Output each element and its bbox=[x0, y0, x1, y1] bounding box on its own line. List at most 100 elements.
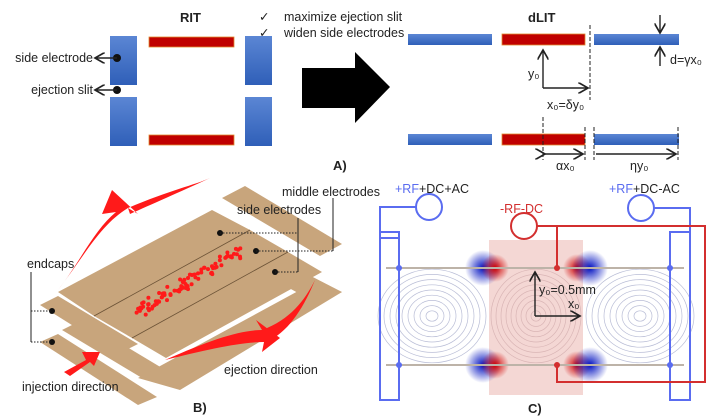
check-icon: ✓ bbox=[259, 10, 269, 24]
rit-middle-electrode-top bbox=[148, 36, 235, 48]
endcap bbox=[40, 334, 157, 405]
ion bbox=[141, 300, 146, 305]
middle-electrode-far bbox=[222, 186, 342, 256]
contour-line bbox=[401, 289, 463, 343]
dlit-side-electrode bbox=[408, 34, 492, 45]
ion bbox=[181, 279, 186, 283]
ion bbox=[232, 251, 236, 256]
dlit-title: dLIT bbox=[528, 10, 555, 25]
ion bbox=[206, 267, 210, 272]
ion bbox=[217, 254, 222, 259]
contour-line bbox=[389, 279, 475, 353]
panel-a: RIT side electrode ejection slit ✓ maxim… bbox=[15, 10, 702, 173]
ion bbox=[162, 291, 167, 296]
dlit-middle-electrode bbox=[501, 33, 586, 46]
wire-right bbox=[654, 207, 691, 401]
injection-direction-label: injection direction bbox=[22, 380, 119, 394]
transform-arrow-icon bbox=[302, 52, 390, 123]
rit-middle-electrode-bottom bbox=[148, 134, 235, 146]
connection-dot bbox=[554, 265, 560, 271]
ion bbox=[172, 288, 177, 293]
ion bbox=[211, 266, 215, 271]
connection-dot bbox=[396, 265, 402, 271]
side-electrode-plate bbox=[58, 210, 250, 316]
panel-c: +RF+DC+AC -RF-DC +RF+DC-AC y₀=0.5mm x₀ C… bbox=[377, 182, 706, 416]
contour-line bbox=[585, 268, 695, 364]
contour-line bbox=[425, 310, 439, 322]
dlit-side-electrode bbox=[594, 134, 679, 145]
ion bbox=[214, 265, 219, 269]
ion bbox=[146, 295, 151, 300]
contour-line bbox=[615, 294, 665, 338]
ion bbox=[177, 289, 181, 294]
side-electrode-label: side electrode bbox=[15, 51, 93, 65]
ion bbox=[193, 275, 198, 280]
check-icon: ✓ bbox=[259, 26, 269, 40]
connection-dot bbox=[396, 362, 402, 368]
ion bbox=[149, 306, 154, 311]
side-electrode-plate bbox=[132, 252, 322, 358]
middle-source-label: -RF-DC bbox=[500, 202, 543, 216]
x0-label: x₀=δy₀ bbox=[547, 98, 584, 112]
ejection-slit-label: ejection slit bbox=[31, 83, 93, 97]
checklist-item: widen side electrodes bbox=[283, 26, 404, 40]
ion bbox=[165, 284, 170, 289]
contour-line bbox=[609, 289, 671, 343]
plate-edge bbox=[131, 251, 289, 339]
ion bbox=[217, 258, 222, 263]
ion bbox=[213, 261, 218, 266]
ion-cloud bbox=[134, 246, 243, 317]
contour-line bbox=[621, 300, 659, 332]
panel-b-label: B) bbox=[193, 400, 207, 415]
rit-side-electrode-left-bottom bbox=[110, 97, 137, 146]
right-voltage-source-icon bbox=[627, 194, 655, 222]
middle-electrodes-label: middle electrodes bbox=[282, 185, 380, 199]
ejection-direction-label: ejection direction bbox=[224, 363, 318, 377]
contour-line bbox=[597, 279, 683, 353]
rit-side-electrode-right-bottom bbox=[245, 97, 272, 146]
ion bbox=[183, 282, 188, 286]
contour-line bbox=[383, 274, 481, 358]
dlit-side-electrode bbox=[594, 34, 679, 45]
panel-c-label: C) bbox=[528, 401, 542, 416]
contour-line bbox=[395, 284, 469, 348]
ion bbox=[157, 291, 162, 295]
ion bbox=[143, 312, 148, 317]
ion bbox=[146, 302, 151, 307]
dlit-side-electrode bbox=[408, 134, 492, 145]
ion bbox=[186, 276, 190, 280]
ion bbox=[160, 295, 164, 300]
contour-line bbox=[377, 268, 487, 364]
panel-b: middle electrodes side electrodes endcap… bbox=[22, 178, 380, 415]
ion bbox=[202, 265, 207, 270]
contour-line bbox=[633, 310, 647, 322]
ion bbox=[138, 305, 143, 310]
connection-dot bbox=[667, 362, 673, 368]
ion bbox=[178, 277, 183, 282]
field-hotspots bbox=[465, 250, 608, 383]
ion bbox=[219, 263, 224, 268]
connection-dot bbox=[554, 362, 560, 368]
contour-line bbox=[413, 300, 451, 332]
rit-side-electrode-right-top bbox=[245, 36, 272, 85]
wire-left bbox=[379, 206, 416, 401]
wire-left bbox=[380, 231, 400, 268]
leader-dot bbox=[49, 339, 55, 345]
rit-title: RIT bbox=[180, 10, 201, 25]
middle-voltage-source-icon bbox=[510, 212, 538, 240]
left-voltage-source-icon bbox=[415, 193, 443, 221]
ion bbox=[224, 254, 229, 259]
wire-middle bbox=[537, 225, 706, 383]
contour-line bbox=[407, 294, 457, 338]
ion bbox=[233, 246, 238, 251]
ion bbox=[189, 282, 194, 287]
side-electrodes-label: side electrodes bbox=[237, 203, 321, 217]
endcap bbox=[62, 320, 162, 378]
ion bbox=[196, 271, 200, 276]
ion bbox=[181, 285, 186, 290]
eta-label: ηy₀ bbox=[630, 159, 648, 173]
ion bbox=[168, 292, 173, 297]
y0-label: y₀ bbox=[528, 67, 539, 81]
ion bbox=[238, 254, 242, 259]
